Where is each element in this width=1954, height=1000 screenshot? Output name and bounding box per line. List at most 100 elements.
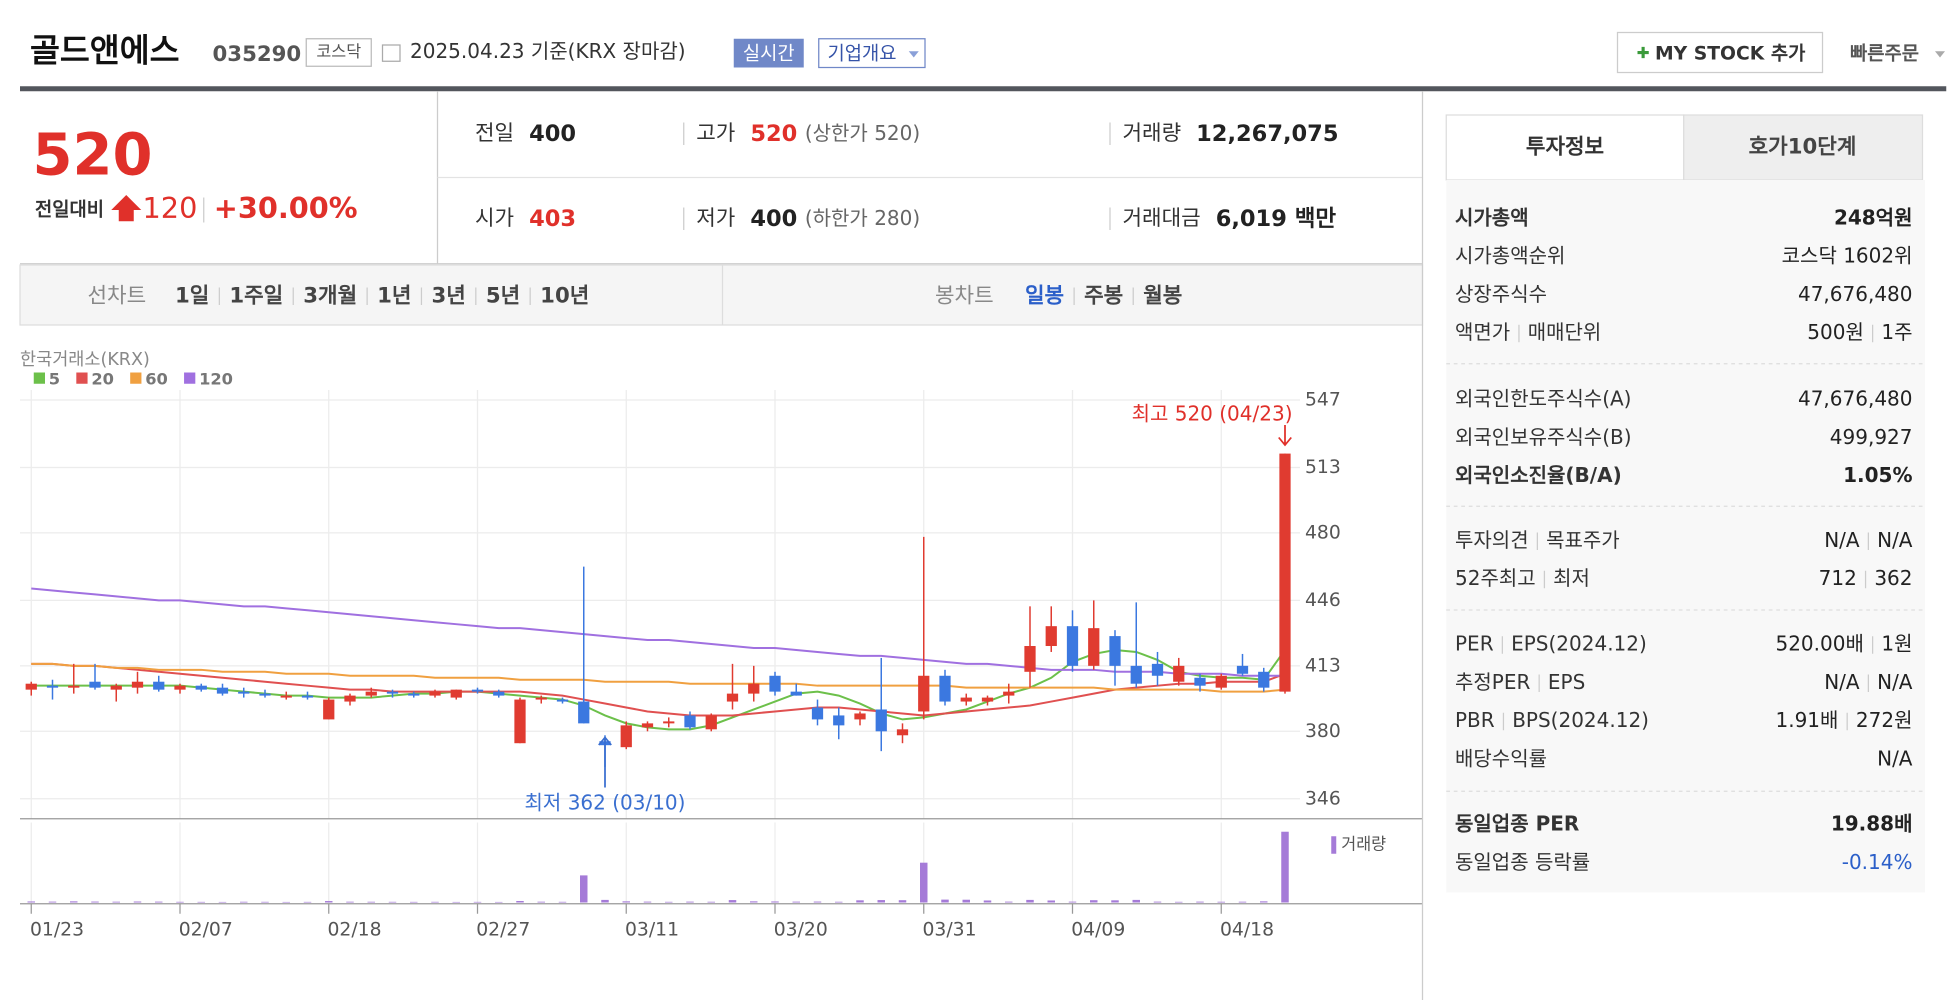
candle-body	[450, 689, 462, 698]
quote: 저가 400 (하한가 280)	[696, 205, 920, 231]
volume-bar	[388, 901, 397, 903]
mystock-label[interactable]: MY STOCK 추가	[1655, 42, 1806, 64]
side-tab-active[interactable]	[1445, 114, 1685, 181]
moving-average-line	[31, 662, 1286, 693]
volume-bar	[1068, 901, 1077, 903]
quote: 전일 400	[475, 120, 576, 146]
candle-body	[323, 699, 335, 720]
info-value: 520.00배	[1775, 632, 1863, 656]
period-tab[interactable]: 1주일	[229, 283, 283, 308]
volume-bar	[877, 900, 885, 903]
volume-bar	[835, 901, 843, 903]
candle-body	[153, 681, 165, 690]
candle-body	[960, 697, 972, 702]
candle-body	[1173, 665, 1185, 682]
info-value: N/A	[1877, 746, 1913, 770]
tab-group-label: 선차트	[88, 283, 147, 308]
candle-body	[301, 695, 314, 698]
volume-bar	[367, 901, 376, 903]
volume-bar	[1090, 900, 1098, 903]
candle-body	[471, 689, 484, 692]
info-label: BPS(2024.12)	[1512, 708, 1649, 732]
realtime-label[interactable]: 실시간	[743, 42, 795, 64]
volume-bar	[240, 901, 248, 903]
legend-label: 120	[199, 370, 233, 389]
candle-tab[interactable]: 일봉	[1025, 283, 1064, 308]
info-label: 투자의견	[1455, 528, 1529, 552]
dropdown-arrow	[908, 51, 919, 58]
candle-body	[790, 691, 802, 696]
side-tab-label[interactable]: 투자정보	[1526, 135, 1604, 160]
volume-bar	[898, 900, 907, 903]
period-tab[interactable]: 10년	[540, 283, 589, 308]
info-label: 시가총액	[1455, 205, 1529, 229]
candle-body	[854, 713, 866, 720]
x-tick-label: 03/31	[923, 920, 977, 941]
info-value: 47,676,480	[1798, 282, 1913, 306]
quick-order[interactable]: 빠른주문	[1850, 42, 1919, 64]
candle-body	[1258, 671, 1270, 688]
candle-body	[556, 699, 569, 702]
volume-bar	[1026, 899, 1034, 903]
quote-extra: (하한가 280)	[805, 205, 920, 229]
volume-bar	[856, 900, 864, 903]
x-tick-label: 02/27	[476, 920, 530, 941]
candle-tab[interactable]: 주봉	[1084, 283, 1123, 308]
candle-body	[259, 693, 271, 696]
period-tab[interactable]: 1일	[175, 283, 209, 308]
candle-tab[interactable]: 월봉	[1143, 283, 1182, 308]
candle-body	[110, 685, 122, 690]
side-tab[interactable]	[1683, 114, 1924, 181]
y-tick-label: 380	[1305, 721, 1341, 742]
candle-body	[981, 697, 994, 702]
realtime-badge[interactable]	[733, 38, 804, 68]
candle-body	[280, 695, 292, 698]
tab-group-label: 봉차트	[935, 283, 994, 308]
volume-bar	[27, 901, 36, 903]
volume-bar	[792, 901, 800, 903]
candle-body	[811, 707, 824, 720]
quote-value: 12,267,075	[1196, 120, 1338, 146]
volume-bar	[983, 900, 992, 903]
candle-body	[769, 675, 781, 692]
info-value: 272원	[1856, 708, 1913, 732]
moving-average-line	[31, 662, 1286, 717]
volume-bar	[728, 900, 737, 903]
base-date: 2025.04.23 기준(KRX 장마감)	[410, 39, 686, 63]
quote-label: 저가	[696, 206, 735, 231]
candle-body	[1130, 665, 1142, 684]
x-tick-label: 01/23	[30, 920, 84, 941]
info-value: N/A	[1877, 670, 1913, 694]
period-tab[interactable]: 5년	[486, 283, 520, 308]
volume-bar	[1005, 901, 1013, 903]
candle-body	[1151, 663, 1164, 676]
quote-value: 403	[529, 205, 576, 231]
volume-bar	[218, 901, 227, 903]
period-tab[interactable]: 1년	[377, 283, 411, 308]
candle-body	[578, 701, 590, 724]
side-tab-label[interactable]: 호가10단계	[1749, 135, 1857, 160]
volume-bar	[1196, 901, 1204, 903]
candle-body	[896, 729, 909, 736]
volume-bar	[303, 901, 312, 903]
volume-bar	[1175, 901, 1183, 903]
volume-legend: 거래량	[1341, 835, 1386, 854]
mystock-button[interactable]	[1616, 31, 1824, 74]
y-tick-label: 513	[1305, 457, 1341, 478]
period-tab[interactable]: 3개월	[303, 283, 357, 308]
candle-body	[1003, 691, 1015, 696]
company-label[interactable]: 기업개요	[828, 42, 897, 64]
company-button[interactable]	[818, 38, 926, 69]
candle-body	[1236, 665, 1249, 674]
info-label: 추정PER	[1455, 670, 1530, 694]
volume-bar	[431, 901, 439, 903]
candle-body	[25, 683, 37, 690]
period-tab[interactable]: 3년	[431, 283, 465, 308]
x-tick-label: 04/09	[1071, 920, 1125, 941]
info-label: 시가총액순위	[1455, 244, 1565, 268]
info-label: 목표주가	[1546, 528, 1620, 552]
volume-bar	[112, 901, 121, 903]
volume-bar	[643, 901, 652, 903]
candle-body	[131, 681, 144, 688]
